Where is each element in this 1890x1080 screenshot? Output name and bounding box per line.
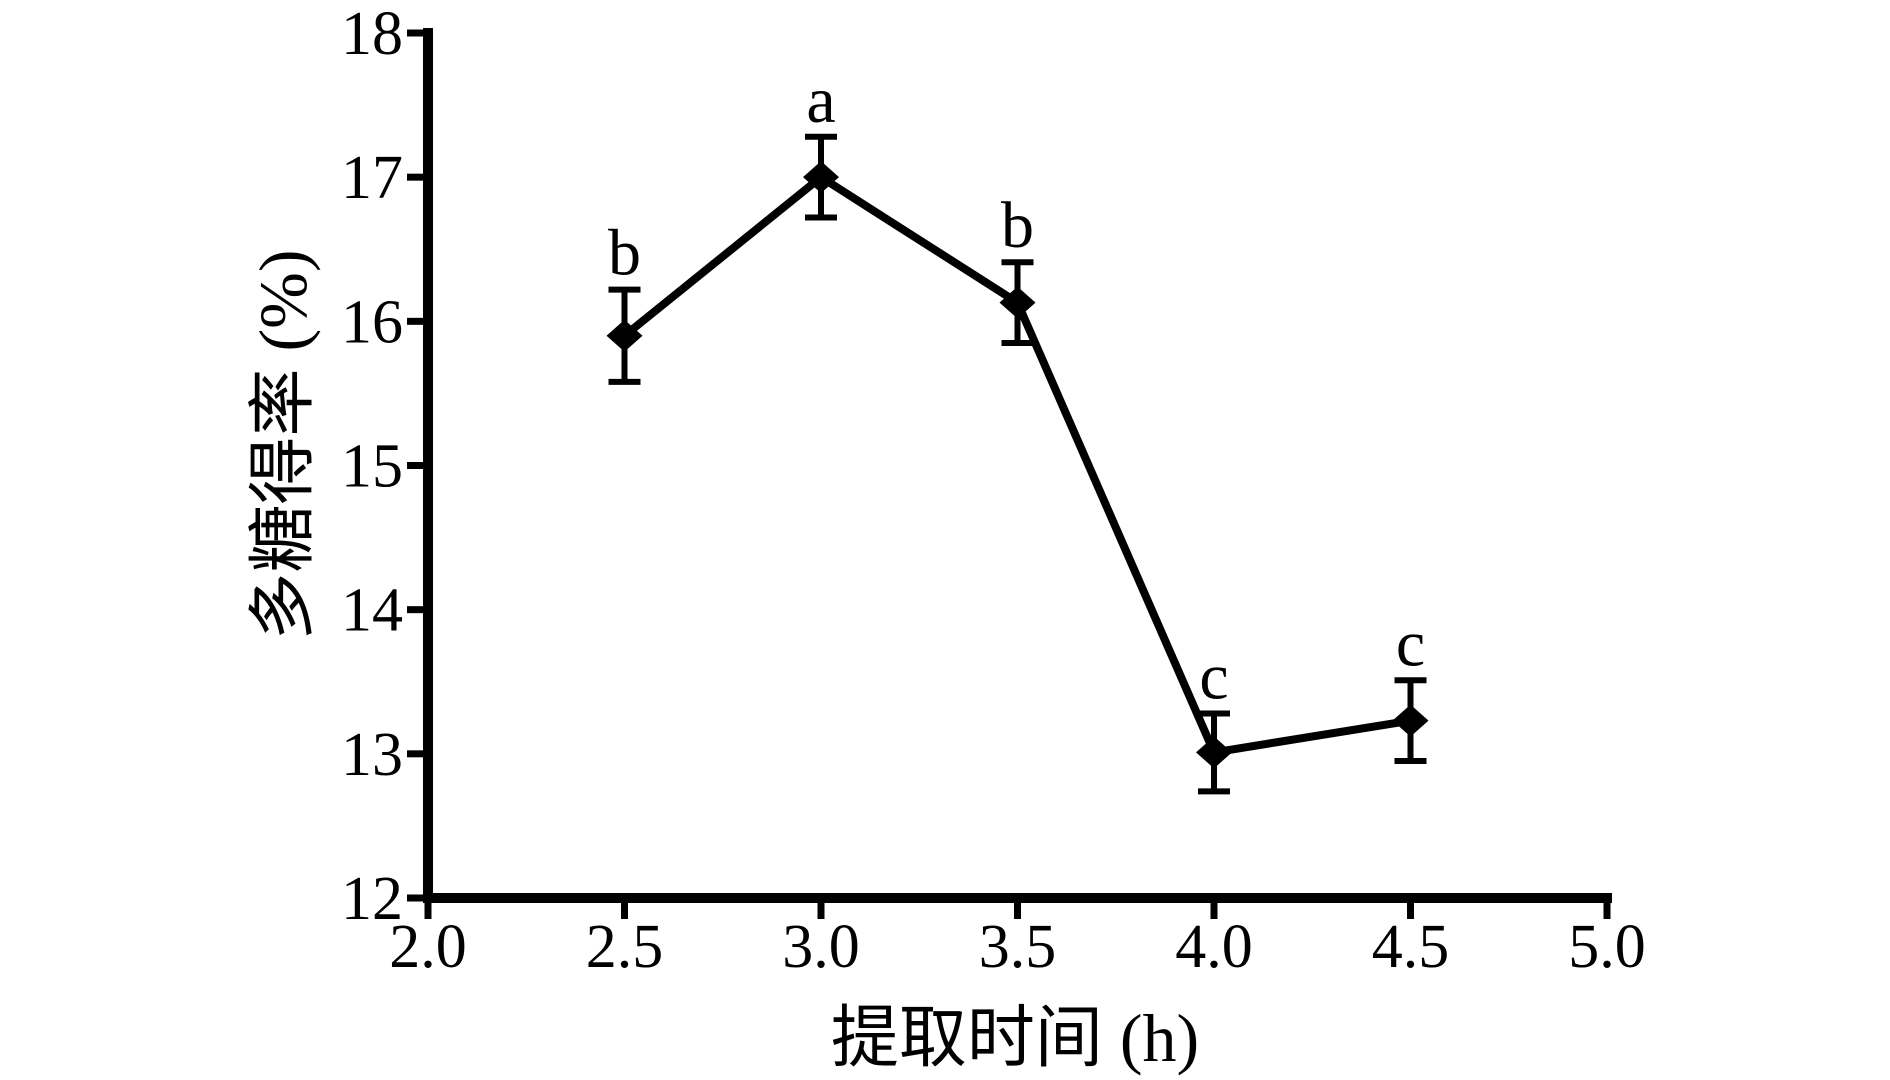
point-label: a	[806, 64, 835, 137]
y-tick-label: 17	[341, 144, 403, 212]
y-tick-label: 12	[341, 865, 403, 933]
point-label: c	[1199, 640, 1228, 713]
y-tick-label: 16	[341, 288, 403, 356]
y-tick-label: 15	[341, 433, 403, 501]
data-point-marker	[803, 161, 839, 194]
x-tick-label: 3.5	[979, 913, 1057, 981]
x-tick-label: 4.0	[1175, 913, 1253, 981]
data-point-marker	[1392, 704, 1429, 737]
y-tick-label: 18	[341, 0, 403, 68]
point-label: b	[1001, 189, 1034, 262]
x-axis-title: 提取时间 (h)	[830, 1000, 1200, 1076]
x-tick-label: 2.0	[389, 913, 467, 981]
y-tick-label: 13	[341, 721, 403, 789]
data-point-marker	[1196, 736, 1232, 769]
data-point-marker	[999, 286, 1036, 319]
point-label: c	[1396, 607, 1425, 680]
x-tick-label: 3.0	[782, 913, 860, 981]
y-axis-title: 多糖得率 (%)	[245, 249, 321, 641]
x-tick-label: 4.5	[1372, 913, 1450, 981]
x-tick-label: 5.0	[1568, 913, 1646, 981]
y-tick-label: 14	[341, 577, 403, 645]
x-tick-label: 2.5	[586, 913, 664, 981]
data-point-marker	[606, 319, 643, 352]
point-label: b	[608, 217, 641, 290]
